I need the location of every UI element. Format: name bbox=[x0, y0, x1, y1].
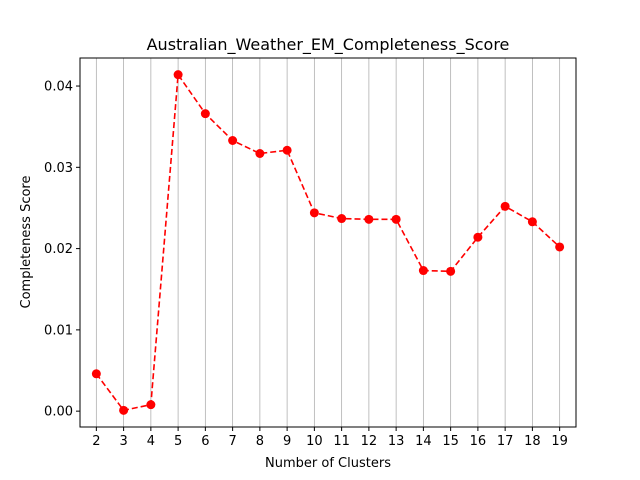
data-point-marker bbox=[91, 369, 101, 379]
x-tick-label: 6 bbox=[201, 434, 209, 449]
data-point-marker bbox=[500, 201, 510, 211]
y-tick-label: 0.02 bbox=[44, 242, 73, 257]
data-point-marker bbox=[282, 145, 292, 155]
x-tick-label: 4 bbox=[147, 434, 155, 449]
data-point-marker bbox=[337, 214, 347, 224]
data-point-marker bbox=[173, 70, 183, 80]
x-tick-label: 14 bbox=[415, 434, 432, 449]
y-axis-label: Completeness Score bbox=[19, 176, 34, 309]
x-tick-label: 11 bbox=[333, 434, 350, 449]
chart-title: Australian_Weather_EM_Completeness_Score bbox=[147, 35, 510, 55]
data-point-marker bbox=[473, 232, 483, 242]
data-point-marker bbox=[391, 214, 401, 224]
series-group bbox=[91, 70, 565, 415]
x-tick-label: 9 bbox=[283, 434, 291, 449]
y-tick-label: 0.03 bbox=[44, 161, 73, 176]
x-axis-label: Number of Clusters bbox=[265, 456, 391, 471]
x-tick-label: 16 bbox=[470, 434, 487, 449]
x-tick-label: 2 bbox=[92, 434, 100, 449]
x-tick-label: 12 bbox=[361, 434, 378, 449]
data-point-marker bbox=[446, 266, 456, 276]
x-tick-label: 18 bbox=[524, 434, 541, 449]
x-tick-label: 8 bbox=[256, 434, 264, 449]
data-point-marker bbox=[364, 214, 374, 224]
axis-ticks: 2 3 4 5 6 7 8 9 10 11 12 13 14 15 16 17 18 19 0.00 0.01 0.02… bbox=[44, 80, 568, 449]
plot-area-frame bbox=[79, 57, 577, 428]
completeness-series-line bbox=[95, 72, 561, 412]
data-point-marker bbox=[309, 208, 319, 218]
data-point-marker bbox=[146, 400, 156, 410]
data-point-marker bbox=[228, 135, 238, 145]
x-tick-label: 15 bbox=[442, 434, 459, 449]
data-point-marker bbox=[255, 149, 265, 159]
data-point-marker bbox=[527, 217, 537, 227]
x-tick-label: 19 bbox=[551, 434, 568, 449]
x-tick-label: 5 bbox=[174, 434, 182, 449]
data-point-marker bbox=[119, 405, 129, 415]
y-tick-label: 0.04 bbox=[44, 80, 73, 95]
data-point-marker bbox=[200, 109, 210, 119]
x-tick-label: 13 bbox=[388, 434, 405, 449]
y-tick-label: 0.01 bbox=[44, 323, 73, 338]
y-tick-label: 0.00 bbox=[44, 405, 73, 420]
x-tick-label: 7 bbox=[228, 434, 236, 449]
data-point-marker bbox=[555, 242, 565, 252]
grid-lines bbox=[95, 58, 561, 427]
x-tick-label: 3 bbox=[119, 434, 127, 449]
x-tick-label: 17 bbox=[497, 434, 514, 449]
x-tick-label: 10 bbox=[306, 434, 323, 449]
data-point-marker bbox=[418, 266, 428, 276]
